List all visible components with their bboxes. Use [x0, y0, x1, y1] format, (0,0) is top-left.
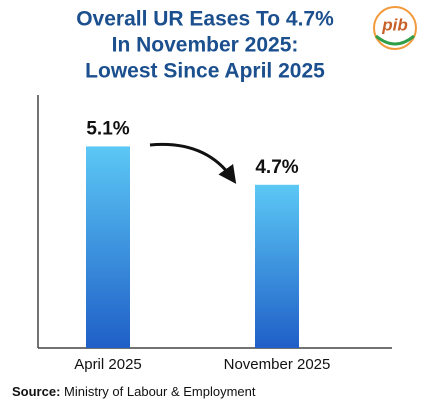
x-tick-label: April 2025 [74, 356, 142, 373]
x-tick-label: November 2025 [224, 356, 331, 373]
bar [255, 184, 299, 348]
value-label: 5.1% [86, 118, 129, 139]
value-label: 4.7% [255, 157, 298, 178]
source-text: Ministry of Labour & Employment [64, 384, 256, 399]
chart-title: Overall UR Eases To 4.7% [76, 8, 334, 31]
source: Source: Ministry of Labour & Employment [12, 384, 256, 399]
bar [86, 146, 130, 348]
chart-title: Lowest Since April 2025 [85, 60, 325, 83]
source-label: Source: [12, 384, 60, 399]
trend-arrow [149, 142, 237, 184]
chart-title: In November 2025: [112, 34, 299, 57]
logo: pib [373, 6, 417, 50]
logo-text: pib [381, 15, 408, 34]
